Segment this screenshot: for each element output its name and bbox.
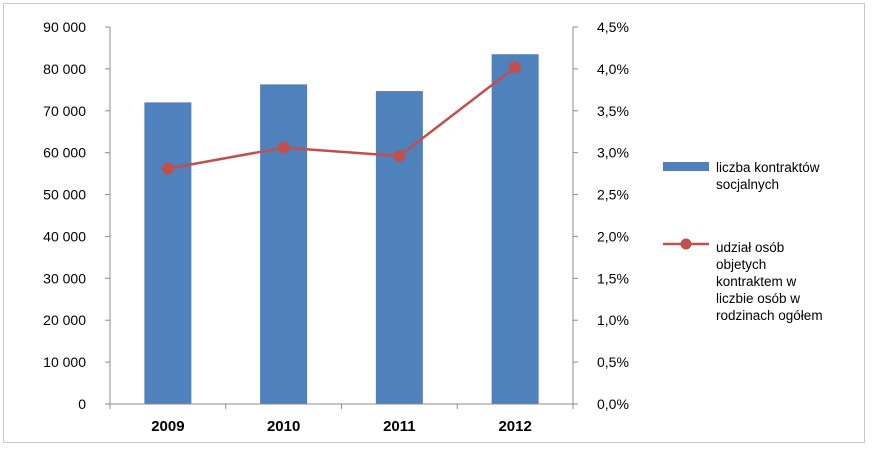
share-point-2009 [161,162,174,175]
right-tick-label: 1,5% [597,270,629,286]
left-tick-label: 90 000 [43,19,86,35]
legend-line-label: rodzinach ogółem [716,308,823,323]
legend-bar-swatch [663,162,709,171]
chart-frame: 0 10 000 20 000 30 000 40 000 50 000 60 000 70 … [3,3,865,443]
legend-bar-label: socjalnych [716,177,779,192]
share-point-2010 [277,141,290,154]
left-tick-label: 10 000 [43,354,86,370]
bar-2009 [144,102,192,405]
combo-chart: 0 10 000 20 000 30 000 40 000 50 000 60 000 70 … [43,19,823,435]
category-label-2011: 2011 [383,418,416,435]
right-tick-label: 0,0% [597,396,629,412]
category-label-2009: 2009 [151,418,184,435]
left-tick-label: 60 000 [43,145,86,161]
right-tick-label: 3,0% [597,145,629,161]
right-tick-label: 4,5% [597,19,629,35]
bar-2011 [375,91,423,404]
left-tick-label: 80 000 [43,61,86,77]
left-tick-label: 30 000 [43,270,86,286]
left-tick-label: 50 000 [43,187,86,203]
share-line [167,66,516,170]
legend-line-label: kontraktem w [716,274,797,289]
left-tick-label: 40 000 [43,228,86,244]
left-tick-label: 70 000 [43,103,86,119]
legend-bar-label: liczba kontraktów [716,160,820,175]
left-tick-label: 20 000 [43,312,86,328]
bar-2010 [260,84,308,404]
legend-line-label: liczbie osób w [716,291,800,306]
right-tick-label: 4,0% [597,61,629,77]
bar-2012 [491,54,539,404]
category-label-2012: 2012 [498,418,531,435]
share-point-2011 [393,150,406,163]
right-tick-label: 2,5% [597,187,629,203]
right-tick-label: 1,0% [597,312,629,328]
legend-line-label: objetych [716,257,766,272]
right-tick-label: 3,5% [597,103,629,119]
category-label-2010: 2010 [267,418,300,435]
right-tick-label: 0,5% [597,354,629,370]
share-point-2012 [509,61,522,74]
left-tick-label: 0 [78,396,86,412]
right-tick-label: 2,0% [597,228,629,244]
legend-line-label: udział osób [716,240,784,255]
legend-line-marker [680,238,692,250]
